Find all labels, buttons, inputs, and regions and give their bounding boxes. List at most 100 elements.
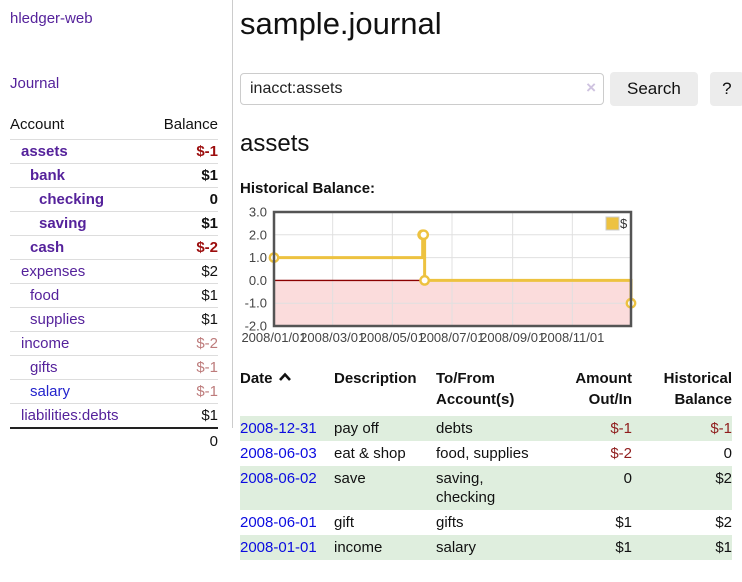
account-balance: $1	[148, 283, 218, 308]
account-link[interactable]: gifts	[30, 359, 58, 376]
transaction-description: gift	[334, 514, 355, 531]
data-point-marker	[418, 229, 430, 241]
account-balance: $2	[148, 259, 218, 284]
y-tick-label: 1.0	[249, 250, 267, 265]
transaction-accounts: food, supplies	[436, 445, 529, 462]
register-column-header[interactable]: Date	[240, 366, 334, 416]
y-tick-label: 0.0	[249, 273, 267, 288]
account-balance: $1	[148, 403, 218, 429]
accounts-table: Account Balance assets $-1 bank $1 checking 0…	[10, 112, 218, 453]
search-input[interactable]	[240, 73, 604, 105]
account-row: assets $-1	[10, 139, 218, 164]
account-link[interactable]: expenses	[21, 263, 86, 280]
account-row: cash $-2	[10, 235, 218, 260]
account-link[interactable]: saving	[39, 215, 87, 232]
y-tick-label: -1.0	[245, 296, 267, 311]
register-row: 2008-12-31 pay off debts $-1 $-1	[240, 416, 732, 441]
account-link[interactable]: liabilities:debts	[21, 407, 119, 424]
transaction-date-link[interactable]: 2008-06-03	[240, 445, 317, 462]
register-row: 2008-06-01 gift gifts $1 $2	[240, 510, 732, 535]
sidebar: hledger-web Journal Account Balance asse…	[0, 0, 232, 582]
transaction-amount: $-1	[552, 416, 632, 441]
account-balance: $-1	[148, 139, 218, 164]
account-link[interactable]: bank	[30, 167, 66, 184]
y-tick-label: 2.0	[249, 227, 267, 242]
clear-search-icon[interactable]: ×	[586, 78, 596, 97]
transaction-balance: 0	[723, 445, 732, 462]
account-heading: assets	[240, 130, 310, 157]
register-row: 2008-06-02 save saving, checking 0 $2	[240, 466, 732, 510]
account-balance: $-2	[148, 235, 218, 260]
register-column-header: Description	[334, 370, 417, 387]
transaction-accounts: salary	[436, 535, 552, 560]
data-point-marker	[419, 275, 431, 286]
accounts-body: assets $-1 bank $1 checking 0 saving $1 cash $-2 e…	[10, 139, 218, 429]
x-tick-label: 2008/11/01	[540, 330, 604, 345]
account-link[interactable]: cash	[30, 239, 65, 256]
account-link[interactable]: supplies	[30, 311, 86, 328]
plot-border	[272, 210, 633, 328]
transaction-amount: $1	[552, 535, 632, 560]
page-title: sample.journal	[240, 6, 442, 41]
transaction-accounts: saving, checking	[436, 466, 552, 510]
register-row: 2008-06-03 eat & shop food, supplies $-2 0	[240, 441, 732, 466]
account-balance: $1	[148, 211, 218, 236]
account-balance: $-2	[148, 331, 218, 356]
search-field-wrap: ×	[240, 73, 604, 105]
account-link[interactable]: assets	[21, 143, 68, 160]
accounts-header-account: Account	[10, 112, 149, 140]
transaction-balance: $1	[632, 535, 732, 560]
transaction-date-link[interactable]: 2008-12-31	[240, 420, 317, 437]
journal-nav-link[interactable]: Journal	[10, 75, 60, 92]
account-row: supplies $1	[10, 307, 218, 332]
account-row: salary $-1	[10, 379, 218, 404]
transaction-balance: $2	[715, 514, 732, 531]
sort-ascending-icon	[278, 372, 291, 381]
legend-swatch	[605, 216, 620, 231]
transaction-description: income	[334, 535, 436, 560]
account-row: food $1	[10, 283, 218, 308]
transaction-date-link[interactable]: 2008-06-01	[240, 514, 317, 531]
transaction-accounts: debts	[436, 416, 552, 441]
app-title-link[interactable]: hledger-web	[10, 10, 93, 27]
accounts-total-balance: 0	[209, 433, 218, 450]
account-link[interactable]: food	[30, 287, 60, 304]
transaction-amount: 0	[552, 466, 632, 510]
account-balance: $-1	[148, 355, 218, 380]
account-link[interactable]: salary	[30, 383, 71, 400]
transaction-amount: $-2	[610, 445, 632, 462]
transaction-balance: $-1	[632, 416, 732, 441]
transaction-description: eat & shop	[334, 445, 406, 462]
register-body: 2008-12-31 pay off debts $-1 $-1 2008-06-03 ea…	[240, 416, 732, 560]
x-tick-label: 2008/03/01	[300, 330, 365, 345]
register-table: Date Description To/From Account(s) Amount Ou…	[240, 366, 732, 560]
search-button[interactable]: Search	[610, 72, 698, 106]
balance-chart-svg: $3.0 2.0 1.0 0.0 -1.0 -2.02008/01/012008/03/0…	[241, 205, 637, 345]
account-link[interactable]: income	[21, 335, 70, 352]
legend-label: $	[620, 216, 628, 231]
account-row: liabilities:debts $1	[10, 403, 218, 429]
account-balance: $1	[148, 307, 218, 332]
account-row: gifts $-1	[10, 355, 218, 380]
x-tick-label: 2008/05/01	[360, 330, 425, 345]
register-header-row: Date Description To/From Account(s) Amount Ou…	[240, 366, 732, 416]
main-content: sample.journal × Search ? assets Histori…	[232, 0, 742, 582]
account-link[interactable]: checking	[39, 191, 105, 208]
account-row: bank $1	[10, 163, 218, 188]
transaction-balance: $2	[632, 466, 732, 510]
transaction-date-link[interactable]: 2008-01-01	[240, 539, 317, 556]
transaction-date-link[interactable]: 2008-06-02	[240, 470, 317, 487]
accounts-header-row: Account Balance	[10, 112, 218, 140]
account-row: income $-2	[10, 331, 218, 356]
chart-label: Historical Balance:	[240, 180, 376, 197]
transaction-amount: $1	[615, 514, 632, 531]
search-bar: × Search ?	[240, 72, 742, 106]
y-tick-label: -2.0	[245, 319, 267, 334]
app-title: hledger-web	[10, 10, 226, 28]
transaction-accounts: gifts	[436, 514, 464, 531]
sidebar-nav: Journal	[10, 75, 226, 93]
historical-balance-chart: $3.0 2.0 1.0 0.0 -1.0 -2.0 2008/01/01 2008/03/0…	[240, 204, 740, 352]
help-button[interactable]: ?	[709, 72, 742, 106]
accounts-header-balance: Balance	[148, 112, 218, 140]
account-balance: $1	[148, 163, 218, 188]
